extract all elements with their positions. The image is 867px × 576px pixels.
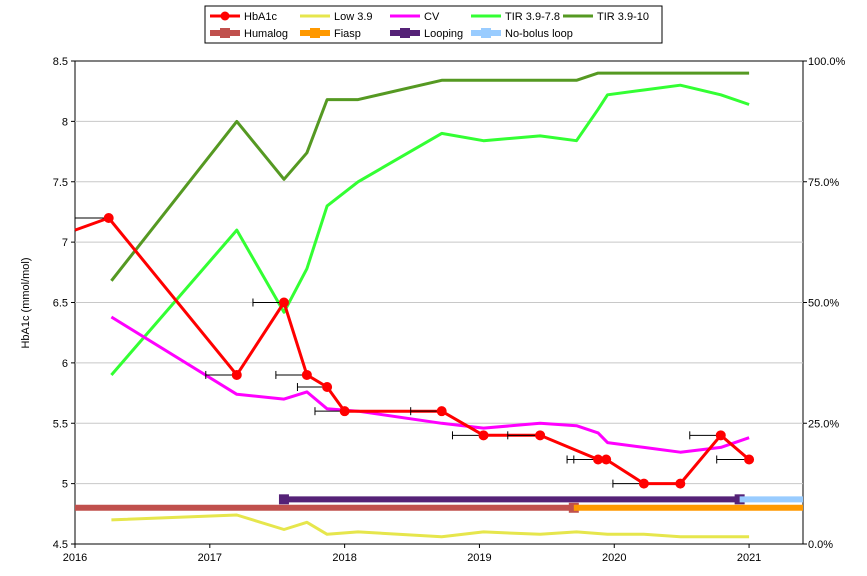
data-point — [535, 430, 546, 441]
y2-tick-label: 0.0% — [808, 539, 833, 551]
data-point — [601, 454, 612, 465]
x-tick-label: 2019 — [467, 552, 491, 564]
y-axis-right: 0.0% 25.0% 50.0% 75.0% 100.0% — [803, 56, 846, 551]
series-line — [111, 513, 750, 539]
legend-label: CV — [424, 11, 440, 23]
y-tick-label: 7.5 — [53, 177, 68, 189]
legend-box — [204, 5, 663, 44]
series-lines — [74, 71, 751, 539]
data-point — [339, 406, 350, 417]
y-tick-label: 5 — [62, 479, 68, 491]
error-bars — [74, 213, 750, 488]
x-tick-label: 2020 — [602, 552, 626, 564]
legend-swatch-marker — [310, 28, 320, 38]
series-line — [74, 216, 751, 486]
legend-label: Fiasp — [334, 28, 361, 40]
legend-label: TIR 3.9-7.8 — [505, 11, 560, 23]
data-markers — [103, 212, 755, 489]
data-point — [715, 430, 726, 441]
y2-tick-label: 100.0% — [808, 56, 846, 68]
legend-label: No-bolus loop — [505, 28, 573, 40]
legend-swatch-marker — [400, 28, 410, 38]
y-axis-left: 4.5 5 5.5 6 6.5 7 7.5 8 8.5 — [53, 56, 75, 551]
data-point — [231, 369, 242, 380]
x-tick-label: 2018 — [332, 552, 356, 564]
y-tick-label: 8.5 — [53, 56, 68, 68]
legend-label: Low 3.9 — [334, 11, 373, 23]
y2-tick-label: 25.0% — [808, 418, 839, 430]
legend-label: Humalog — [244, 28, 288, 40]
legend-swatch-marker — [220, 28, 230, 38]
legend-label: TIR 3.9-10 — [597, 11, 649, 23]
data-point — [478, 430, 489, 441]
x-tick-label: 2016 — [63, 552, 87, 564]
data-point — [675, 478, 686, 489]
legend: HbA1c Low 3.9 CV TIR 3.9-7.8 TIR 3.9-10 Humal… — [204, 5, 663, 44]
bar-end-marker — [278, 494, 289, 505]
y-tick-label: 4.5 — [53, 539, 68, 551]
y2-tick-label: 50.0% — [808, 298, 839, 310]
legend-swatch-marker — [220, 11, 230, 21]
data-point — [301, 369, 312, 380]
y-tick-label: 5.5 — [53, 418, 68, 430]
data-point — [278, 297, 289, 308]
data-point — [436, 406, 447, 417]
data-point — [638, 478, 649, 489]
x-tick-label: 2017 — [198, 552, 222, 564]
legend-swatch-marker — [481, 28, 491, 38]
series-line — [110, 71, 750, 282]
series-line — [110, 83, 750, 376]
legend-label: Looping — [424, 28, 463, 40]
legend-label: HbA1c — [244, 11, 278, 23]
data-point — [103, 212, 114, 223]
y-tick-label: 7 — [62, 237, 68, 249]
y-tick-label: 6.5 — [53, 298, 68, 310]
data-point — [744, 454, 755, 465]
therapy-bars — [75, 494, 803, 513]
x-tick-label: 2021 — [737, 552, 761, 564]
x-axis: 2016 2017 2018 2019 2020 2021 — [63, 544, 761, 564]
series-line — [110, 315, 750, 454]
y2-tick-label: 75.0% — [808, 177, 839, 189]
y-tick-label: 8 — [62, 116, 68, 128]
data-point — [322, 382, 333, 393]
y-axis-title: HbA1c (mmol/mol) — [20, 257, 32, 348]
y-tick-label: 6 — [62, 358, 68, 370]
